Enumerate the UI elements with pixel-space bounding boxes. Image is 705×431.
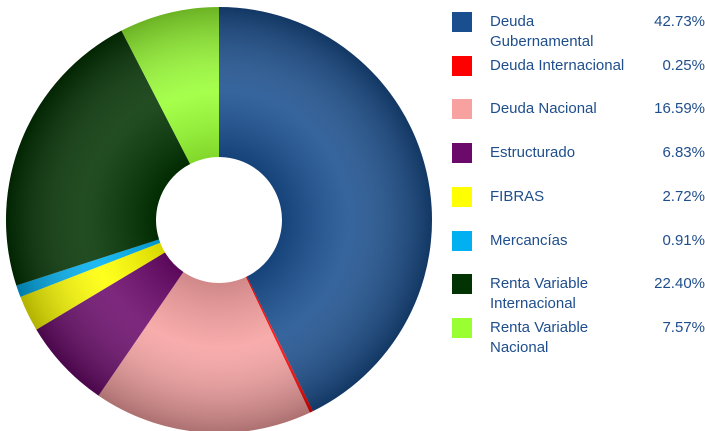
legend-item: Deuda Nacional 16.59% bbox=[452, 97, 705, 141]
legend-item: Renta Variable Internacional 22.40% bbox=[452, 272, 705, 316]
legend-value: 2.72% bbox=[662, 187, 705, 205]
legend-value: 6.83% bbox=[662, 144, 705, 162]
legend-value: 22.40% bbox=[654, 275, 705, 293]
legend-value: 16.59% bbox=[654, 100, 705, 118]
legend-swatch bbox=[452, 186, 472, 207]
legend-swatch bbox=[452, 274, 472, 295]
legend-label: Mercancías bbox=[490, 231, 568, 249]
legend-label: Estructurado bbox=[490, 144, 576, 162]
legend-item: Mercancías 0.91% bbox=[452, 229, 705, 273]
legend-label: Renta Variable Nacional bbox=[490, 318, 589, 356]
chart bbox=[5, 7, 433, 431]
legend-label: Deuda Internacional bbox=[490, 56, 625, 74]
legend-value: 42.73% bbox=[654, 13, 705, 30]
legend-item: Deuda Gubernamental 42.73% bbox=[452, 10, 705, 54]
legend-swatch bbox=[452, 317, 472, 338]
legend-swatch bbox=[452, 55, 472, 76]
legend-label: Deuda Gubernamental bbox=[490, 13, 594, 50]
legend-label: FIBRAS bbox=[490, 187, 545, 205]
legend-label: Renta Variable Internacional bbox=[490, 275, 589, 313]
legend-item: Renta Variable Nacional 7.57% bbox=[452, 316, 705, 360]
legend-swatch bbox=[452, 99, 472, 120]
legend-swatch bbox=[452, 143, 472, 164]
legend-item: Estructurado 6.83% bbox=[452, 141, 705, 185]
legend-value: 7.57% bbox=[662, 318, 705, 336]
legend-label: Deuda Nacional bbox=[490, 100, 597, 118]
legend-swatch bbox=[452, 230, 472, 251]
legend-value: 0.91% bbox=[662, 231, 705, 249]
legend-value: 0.25% bbox=[662, 56, 705, 74]
legend-item: Deuda Internacional 0.25% bbox=[452, 54, 705, 98]
legend-item: FIBRAS 2.72% bbox=[452, 185, 705, 229]
legend-swatch bbox=[452, 12, 472, 32]
